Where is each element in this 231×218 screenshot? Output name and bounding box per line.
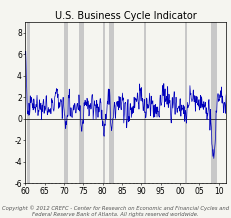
Bar [185,22,187,183]
Bar [103,22,105,183]
Bar [79,22,84,183]
Title: U.S. Business Cycle Indicator: U.S. Business Cycle Indicator [55,11,197,21]
Bar [27,22,30,183]
Bar [144,22,146,183]
Bar [64,22,67,183]
Text: Copyright © 2012 CREFC - Center for Research on Economic and Financial Cycles an: Copyright © 2012 CREFC - Center for Rese… [2,206,229,217]
Bar [210,22,217,183]
Bar [109,22,114,183]
